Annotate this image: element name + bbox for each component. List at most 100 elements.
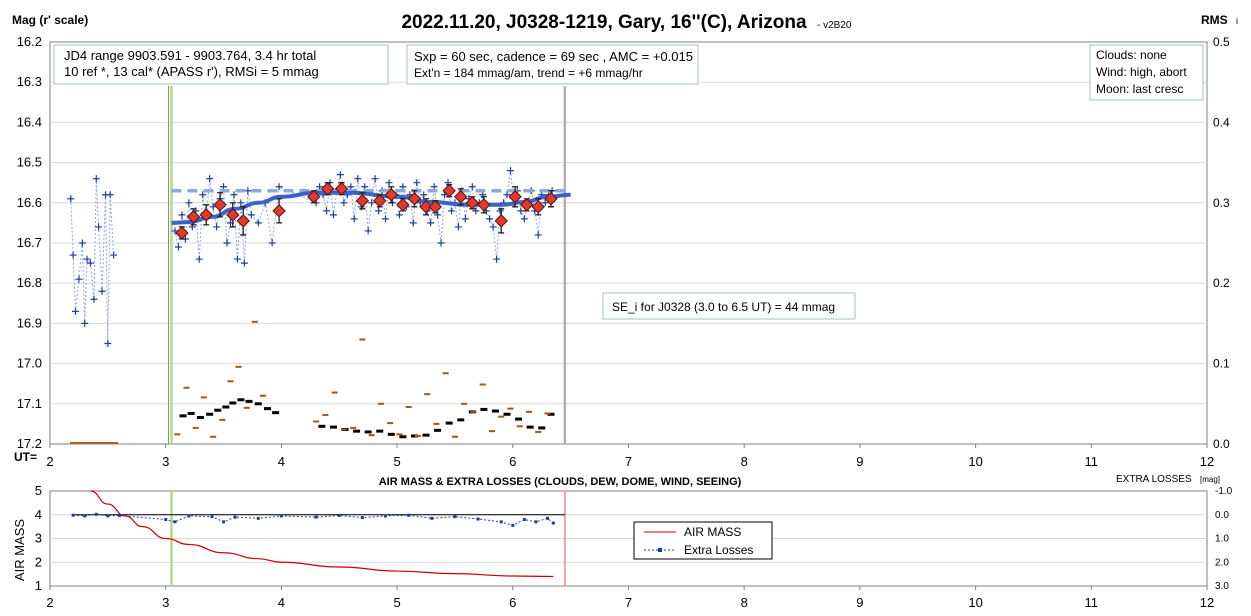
extra-losses-point (279, 514, 283, 518)
upper-y-tick-label: 16.6 (17, 195, 42, 210)
rms-brown-point (424, 393, 431, 396)
upper-y-tick-label: 16.2 (17, 34, 42, 49)
lower-y-right-tick-label: -1.0 (1215, 486, 1233, 497)
lower-y-right-label: EXTRA LOSSES (1116, 474, 1192, 485)
rms-brown-point (259, 394, 266, 397)
raw-point (375, 207, 383, 215)
binned-mean-marker (384, 188, 399, 202)
rms-black-point (434, 428, 442, 432)
binned-mean-marker (213, 198, 227, 212)
lower-x-tick-label: 12 (1200, 595, 1214, 610)
pre-session-raw-series (67, 175, 118, 347)
extra-losses-point (499, 520, 503, 524)
rms-black-point (547, 412, 555, 416)
binned-mean-marker (477, 198, 491, 212)
raw-point (368, 199, 376, 207)
raw-point (489, 223, 497, 231)
binned-mean-marker (519, 198, 534, 212)
rms-brown-point (359, 338, 366, 341)
binned-mean-marker (186, 210, 201, 224)
binned-mean-marker (442, 184, 456, 198)
extra-losses-point (360, 516, 364, 520)
rms-brown-point (350, 426, 357, 429)
raw-point (254, 219, 262, 227)
rms-brown-point (251, 320, 258, 323)
lower-y-axis-label: AIR MASS (12, 519, 27, 581)
lower-y-right-tick-label: 1.0 (1215, 534, 1229, 545)
raw-point (534, 231, 542, 239)
lower-x-tick-label: 7 (625, 595, 632, 610)
pre-session-raw-point (110, 251, 118, 259)
upper-x-tick-label: 2 (46, 454, 53, 469)
rms-brown-point (243, 406, 250, 409)
pre-session-raw-point (98, 287, 106, 295)
rms-black-point (318, 424, 326, 428)
rms-black-point (538, 426, 546, 430)
raw-point (420, 191, 428, 199)
rms-black-point (206, 412, 214, 416)
extra-losses-line (73, 513, 554, 526)
rms-black-point (515, 417, 523, 421)
extra-losses-point (106, 514, 110, 518)
lower-x-tick-label: 8 (741, 595, 748, 610)
extra-losses-point (233, 515, 237, 519)
rms-brown-point (461, 402, 468, 405)
ut-label: UT= (14, 450, 37, 464)
rms-brown-point (442, 372, 449, 375)
extra-losses-point (173, 520, 177, 524)
pre-session-raw-point (95, 223, 103, 231)
rms-black-point (399, 435, 407, 439)
rms-black-point (491, 409, 499, 413)
chart-title: 2022.11.20, J0328-1219, Gary, 16''(C), A… (401, 12, 807, 33)
se-note: SE_i for J0328 (3.0 to 6.5 UT) = 44 mmag (612, 300, 835, 314)
rms-black-point (237, 398, 245, 402)
lower-x-tick-label: 11 (1085, 595, 1099, 610)
raw-point (486, 215, 494, 223)
lower-y-tick-label: 3 (35, 531, 42, 546)
raw-point (195, 255, 203, 263)
version-label: - v2B20 (817, 20, 852, 31)
upper-y-right-tick-label: 0.5 (1213, 35, 1230, 49)
extra-losses-point (210, 515, 214, 519)
info-mid-line2: Ext'n = 184 mmag/am, trend = +6 mmag/hr (414, 66, 643, 80)
rms-series (174, 320, 555, 439)
rms-brown-point (340, 428, 347, 431)
raw-point (454, 223, 462, 231)
se-note-box (602, 292, 856, 320)
lower-x-tick-label: 3 (162, 595, 169, 610)
lower-y-tick-label: 4 (35, 507, 42, 522)
rms-brown-point (498, 415, 505, 418)
binned-mean-marker (419, 200, 433, 214)
rms-brown-point (192, 426, 199, 429)
airmass-curve (90, 490, 554, 578)
raw-point (447, 207, 455, 215)
upper-x-tick-label: 6 (509, 454, 516, 469)
lower-x-tick-label: 10 (968, 595, 982, 610)
rms-brown-point (507, 407, 514, 410)
pre-session-raw-point (86, 259, 94, 267)
raw-point (185, 199, 193, 207)
rms-black-point (364, 430, 372, 434)
raw-point (178, 211, 186, 219)
lower-y-right-unit: [mag] (1200, 475, 1220, 484)
lower-y-tick-labels: 5 4 3 2 1 (35, 483, 42, 593)
extra-losses-point (117, 513, 121, 517)
raw-point (364, 227, 372, 235)
raw-point (409, 219, 417, 227)
upper-x-tick-label: 5 (393, 454, 400, 469)
rms-black-point (254, 402, 262, 406)
upper-y-tick-label: 17.1 (17, 396, 42, 411)
rms-black-point (187, 411, 195, 415)
extra-losses-point (314, 515, 318, 519)
rms-brown-point (516, 425, 523, 428)
rms-black-point (229, 401, 237, 405)
lower-y-tick-label: 2 (35, 554, 42, 569)
raw-point (427, 219, 435, 227)
rms-brown-point (235, 365, 242, 368)
rms-brown-point (210, 435, 217, 438)
extra-losses-point (83, 514, 87, 518)
extra-losses-point (71, 513, 75, 517)
rms-brown-point (535, 430, 542, 433)
rms-black-point (387, 432, 395, 436)
info-mid-line1: Sxp = 60 sec, cadence = 69 sec , AMC = +… (414, 49, 693, 64)
